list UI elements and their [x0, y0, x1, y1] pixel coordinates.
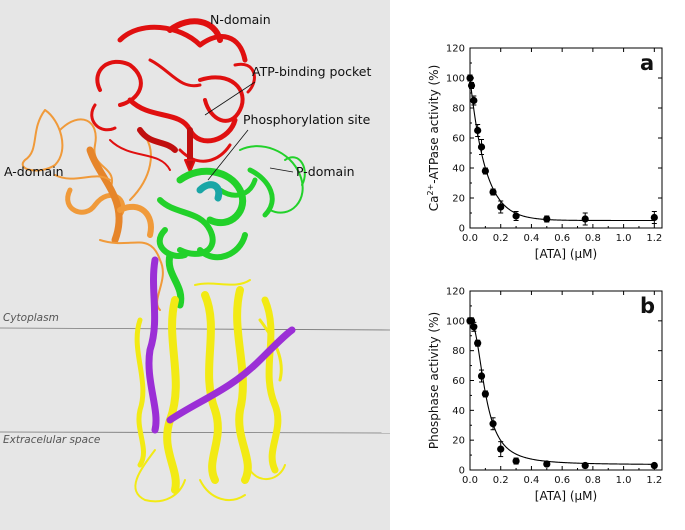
y-tick-label: 20	[452, 436, 465, 447]
p-domain-label: P-domain	[296, 164, 355, 179]
data-point	[467, 81, 476, 90]
x-tick-label: 1.2	[646, 233, 662, 244]
y-tick-label: 80	[452, 104, 465, 115]
chart-panel-b: 0.0 0.2 0.4 0.6 0.8 1.0 1.2 0 20 40 60 80 100 120 b [AT…	[427, 287, 663, 503]
data-point	[470, 323, 478, 331]
data-point	[477, 372, 486, 380]
cytoplasm-label: Cytoplasm	[3, 312, 59, 324]
data-point	[581, 215, 589, 223]
x-axis-title-close: )	[593, 247, 598, 261]
y-tick-label: 120	[446, 287, 465, 298]
x-tick-label: 0.2	[493, 233, 509, 244]
x-axis-title: [ATA] (μM)	[535, 489, 597, 503]
data-point	[474, 126, 482, 135]
data-point	[543, 215, 551, 223]
y-tick-label: 0	[459, 224, 465, 235]
p-domain-pointer	[269, 167, 294, 173]
x-tick-label: 1.2	[646, 475, 662, 486]
y-tick-label: 80	[452, 346, 465, 357]
structure-background	[0, 0, 390, 530]
y-axis-title-suffix: -ATPase activity (%)	[427, 65, 441, 184]
y-axis-title-prefix: Ca	[427, 196, 441, 212]
x-tick-label: 0.6	[554, 475, 570, 486]
y-tick-label: 20	[452, 194, 465, 205]
data-point	[497, 445, 505, 453]
chart-panel-a: 0.0 0.2 0.4 0.6 0.8 1.0 1.2 0 20 40 60 80 100 120 a [AT…	[426, 44, 663, 261]
x-tick-label: 1.0	[616, 233, 632, 244]
atp-pocket-pointer	[204, 81, 256, 116]
x-axis-title: [ATA] (μM)	[535, 247, 597, 261]
p-domain-structure	[156, 145, 306, 309]
data-point	[581, 461, 589, 470]
x-tick-label: 0.8	[585, 475, 601, 486]
x-tick-label: 0.4	[523, 475, 539, 486]
data-point	[481, 167, 489, 175]
x-axis-title-main: [ATA] (	[535, 489, 575, 503]
panel-letter: b	[640, 294, 655, 318]
extracellular-space-label: Extracelular space	[3, 434, 100, 446]
x-axis-title-unit: μM	[575, 489, 593, 503]
x-axis-title-close: )	[593, 489, 598, 503]
y-tick-label: 100	[446, 74, 465, 85]
data-point	[512, 212, 520, 220]
structure-panel: N-domain ATP-binding pocket Phosphorylat…	[0, 0, 391, 530]
x-axis-title-main: [ATA] (	[535, 247, 575, 261]
data-point	[477, 143, 486, 151]
x-axis-title-unit: μM	[575, 247, 593, 261]
data-point	[512, 457, 520, 465]
data-point	[474, 339, 482, 347]
atp-binding-pocket-label: ATP-binding pocket	[252, 64, 371, 79]
phosphorylation-site-label: Phosphorylation site	[243, 112, 371, 127]
y-axis-title: Ca2+-ATPase activity (%)	[426, 65, 441, 212]
x-tick-label: 0.6	[554, 233, 570, 244]
data-point	[650, 213, 658, 222]
a-domain-label: A-domain	[4, 164, 64, 179]
phosphorylation-pointer	[207, 129, 249, 181]
extracellular-membrane-line	[0, 431, 391, 434]
data-point	[470, 96, 478, 105]
n-domain-label: N-domain	[210, 12, 271, 27]
data-point	[481, 390, 489, 398]
data-point	[489, 420, 497, 428]
y-tick-label: 40	[452, 164, 465, 175]
x-tick-label: 0.8	[585, 233, 601, 244]
data-point	[650, 461, 658, 470]
n-domain-structure	[90, 18, 256, 173]
x-tick-label: 0.4	[523, 233, 539, 244]
data-point	[497, 203, 505, 211]
data-point	[489, 188, 497, 196]
y-tick-label: 60	[452, 134, 465, 145]
x-tick-label: 0.2	[493, 475, 509, 486]
x-tick-label: 0.0	[462, 233, 478, 244]
y-tick-label: 60	[452, 376, 465, 387]
y-tick-label: 0	[459, 466, 465, 477]
data-point	[466, 74, 474, 82]
linker-structure	[145, 256, 296, 434]
plot-frame	[469, 290, 663, 471]
y-axis-title-superscript: 2+	[426, 184, 435, 196]
y-tick-label: 100	[446, 316, 465, 327]
data-point	[543, 460, 551, 468]
x-tick-label: 0.0	[462, 475, 478, 486]
y-tick-label: 120	[446, 44, 465, 55]
y-tick-label: 40	[452, 406, 465, 417]
fit-curve	[469, 77, 655, 222]
fit-curve	[469, 320, 655, 465]
phosphorylation-site-structure	[196, 181, 223, 202]
panel-letter: a	[640, 51, 654, 75]
cytoplasm-membrane-line	[0, 327, 391, 331]
y-axis-title: Phosphase activity (%)	[427, 312, 441, 449]
x-tick-label: 1.0	[616, 475, 632, 486]
